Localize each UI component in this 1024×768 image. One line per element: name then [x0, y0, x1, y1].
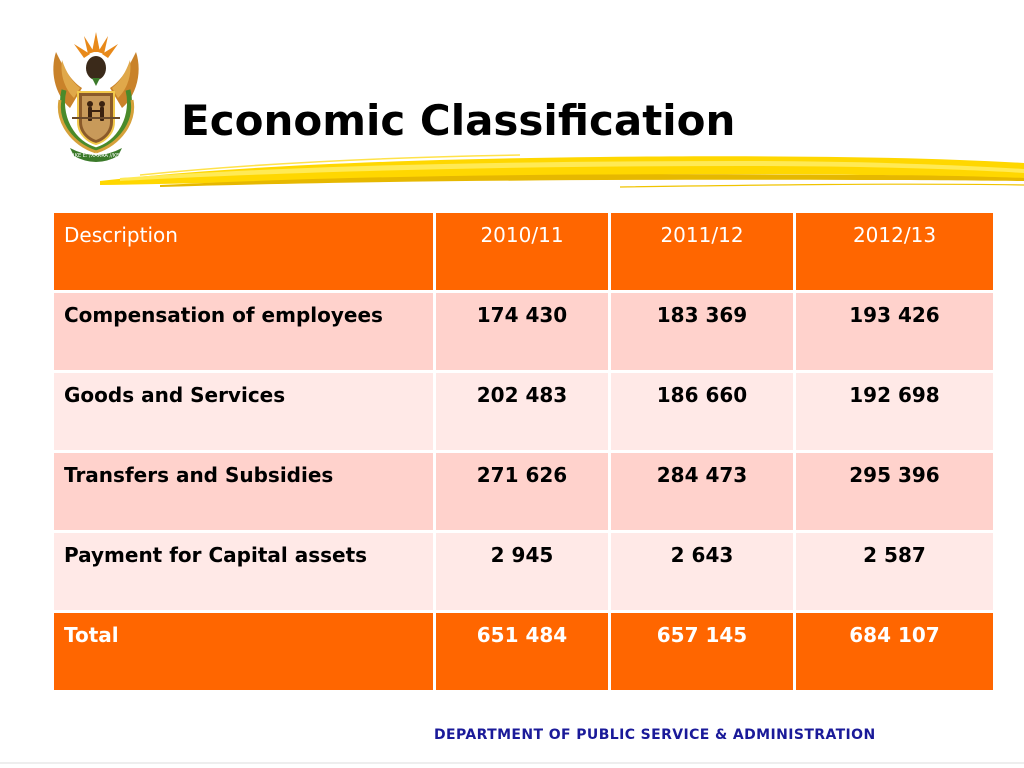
total-label: Total: [51, 610, 436, 693]
row-description: Transfers and Subsidies: [51, 450, 436, 533]
row-value: 2 587: [793, 530, 996, 613]
row-value: 186 660: [608, 370, 796, 453]
row-value: 193 426: [793, 290, 996, 373]
table-row: Goods and Services 202 483 186 660 192 6…: [51, 370, 996, 453]
row-description: Compensation of employees: [51, 290, 436, 373]
coat-of-arms-emblem: !KE E: /XARRA //KE: [53, 32, 139, 162]
row-value: 192 698: [793, 370, 996, 453]
row-value: 2 945: [433, 530, 611, 613]
column-header-2012-13: 2012/13: [793, 210, 996, 293]
slide-title: Economic Classification: [181, 96, 736, 145]
yellow-brush-stroke: [100, 154, 1024, 188]
emblem-motto-text: !KE E: /XARRA //KE: [73, 153, 120, 159]
row-value: 271 626: [433, 450, 611, 533]
column-header-description: Description: [51, 210, 436, 293]
bottom-divider: [0, 762, 1024, 764]
total-value: 657 145: [608, 610, 796, 693]
table-row: Compensation of employees 174 430 183 36…: [51, 290, 996, 373]
table-row: Payment for Capital assets 2 945 2 643 2…: [51, 530, 996, 613]
total-value: 684 107: [793, 610, 996, 693]
table-header-row: Description 2010/11 2011/12 2012/13: [51, 210, 996, 293]
row-description: Payment for Capital assets: [51, 530, 436, 613]
row-value: 174 430: [433, 290, 611, 373]
row-value: 295 396: [793, 450, 996, 533]
row-value: 284 473: [608, 450, 796, 533]
row-value: 202 483: [433, 370, 611, 453]
footer-department-name: DEPARTMENT OF PUBLIC SERVICE & ADMINISTR…: [434, 727, 876, 743]
column-header-2010-11: 2010/11: [433, 210, 611, 293]
row-value: 183 369: [608, 290, 796, 373]
table-total-row: Total 651 484 657 145 684 107: [51, 610, 996, 693]
row-value: 2 643: [608, 530, 796, 613]
economic-classification-table: Description 2010/11 2011/12 2012/13 Comp…: [51, 210, 996, 693]
row-description: Goods and Services: [51, 370, 436, 453]
column-header-2011-12: 2011/12: [608, 210, 796, 293]
total-value: 651 484: [433, 610, 611, 693]
table-row: Transfers and Subsidies 271 626 284 473 …: [51, 450, 996, 533]
